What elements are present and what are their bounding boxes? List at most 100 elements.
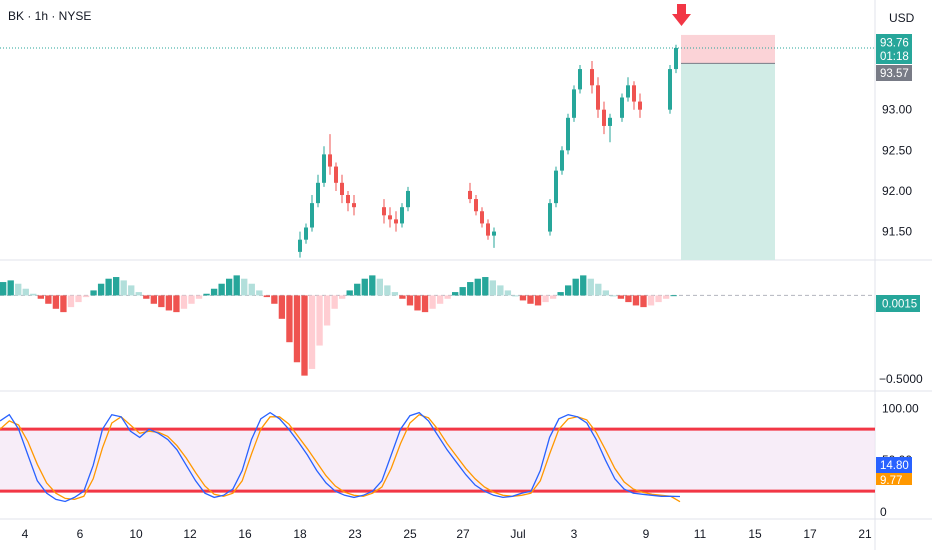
macd-histogram-bar [602,290,609,296]
macd-histogram-bar [210,288,218,296]
candle-body [394,219,398,224]
candle-body [668,69,672,110]
macd-histogram-bar [203,293,210,296]
time-tick-label: 21 [858,527,872,541]
macd-histogram-bar [527,295,534,304]
macd-histogram-bar [429,295,436,309]
candle-body [322,154,326,183]
time-tick-label: 27 [456,527,470,541]
stoch-d-badge: 9.77 [876,473,912,487]
macd-histogram-bar [286,295,293,343]
macd-histogram-bar [414,295,421,311]
macd-histogram-bar [60,295,67,313]
macd-histogram-bar [105,278,112,296]
macd-histogram-bar [421,295,429,313]
macd-histogram-bar [391,292,399,296]
candle-body [468,190,472,200]
candle-body [492,231,496,236]
macd-histogram-bar [165,295,173,311]
candle-body [346,195,350,204]
macd-histogram-bar [632,295,640,306]
candle-body [566,117,570,151]
stochastic-band [0,429,875,492]
macd-histogram-bar [67,295,75,308]
candle-body [674,47,678,70]
time-tick-label: 11 [694,527,707,541]
candle-body [298,239,302,252]
stochastic-tick-label: 0 [880,505,887,519]
candle-body [486,223,490,236]
time-axis-ticks[interactable]: 4 6 10 12 16 18 23 25 27 Jul 3 9 11 15 17 21 [22,527,872,541]
macd-histogram-bar [542,295,549,303]
candle-body [638,101,642,110]
macd-histogram-bar [444,295,451,299]
macd-histogram-bar [323,295,331,326]
macd-axis-ticks[interactable]: −0.5000 [879,372,923,386]
macd-histogram-bar [452,292,459,296]
macd-histogram-bar [173,295,180,313]
macd-histogram-bar [339,295,346,299]
candle-body [328,154,332,167]
candle-body [578,69,582,90]
macd-histogram-bar [587,278,594,296]
time-tick-label: 9 [643,527,650,541]
time-tick-label: 23 [348,527,362,541]
symbol-title[interactable]: BK · 1h · NYSE [8,9,91,23]
stoch-d-value: 9.77 [880,475,902,487]
price-tick-label: 93.00 [882,103,912,117]
macd-histogram-bar [37,295,44,299]
price-axis-ticks[interactable]: 93.00 92.50 92.00 91.50 [882,103,912,239]
macd-histogram-bar [406,295,414,306]
currency-label[interactable]: USD [889,11,915,25]
macd-histogram-bar [241,278,248,296]
macd-histogram-bar [436,295,444,304]
take-profit-zone[interactable] [681,63,775,260]
macd-histogram-bar [188,295,195,304]
candle-body [632,85,636,102]
macd-histogram-bar [308,295,316,369]
macd-histogram-bar [97,283,105,296]
candle-body [474,199,478,212]
macd-histogram-bar [120,280,127,296]
macd-histogram-bar [15,283,22,296]
macd-histogram-bar [233,275,240,296]
candle-body [572,89,576,118]
macd-histogram-bar [610,295,617,297]
stoch-k-badge: 14.80 [876,457,912,473]
macd-histogram-bar [376,278,383,296]
time-tick-label: 4 [22,527,29,541]
macd-histogram-bar [474,278,481,296]
macd-histogram-bar [459,287,466,296]
time-tick-label: 25 [403,527,417,541]
macd-histogram-bar [316,295,323,346]
macd-histogram-bar [617,295,625,299]
stop-loss-zone[interactable] [681,34,775,64]
time-tick-label: 18 [293,527,307,541]
macd-histogram-bar [113,277,120,296]
macd-histogram-bar [7,280,14,296]
macd-histogram-bar [143,295,150,299]
macd-histogram-bar [384,285,391,296]
candle-body [334,166,338,183]
candle-body [626,85,630,98]
macd-histogram-bar [135,292,142,296]
macd-histogram-bar [271,295,278,304]
price-tick-label: 92.50 [882,143,912,157]
candle-body [388,215,392,220]
candle-body [548,203,552,232]
candle-body [316,182,320,204]
macd-histogram [0,275,677,376]
time-tick-label: 16 [238,527,252,541]
macd-histogram-bar [226,278,233,296]
macd-histogram-bar [331,295,338,309]
macd-histogram-bar [361,278,368,296]
price-tick-label: 92.00 [882,184,912,198]
macd-histogram-bar [150,295,157,304]
candle-body [382,207,386,216]
macd-histogram-bar [301,295,308,376]
macd-histogram-bar [90,290,97,296]
macd-histogram-bar [22,288,29,296]
price-tick-label: 91.50 [882,225,912,239]
previous-price-badge: 93.57 [876,65,912,81]
